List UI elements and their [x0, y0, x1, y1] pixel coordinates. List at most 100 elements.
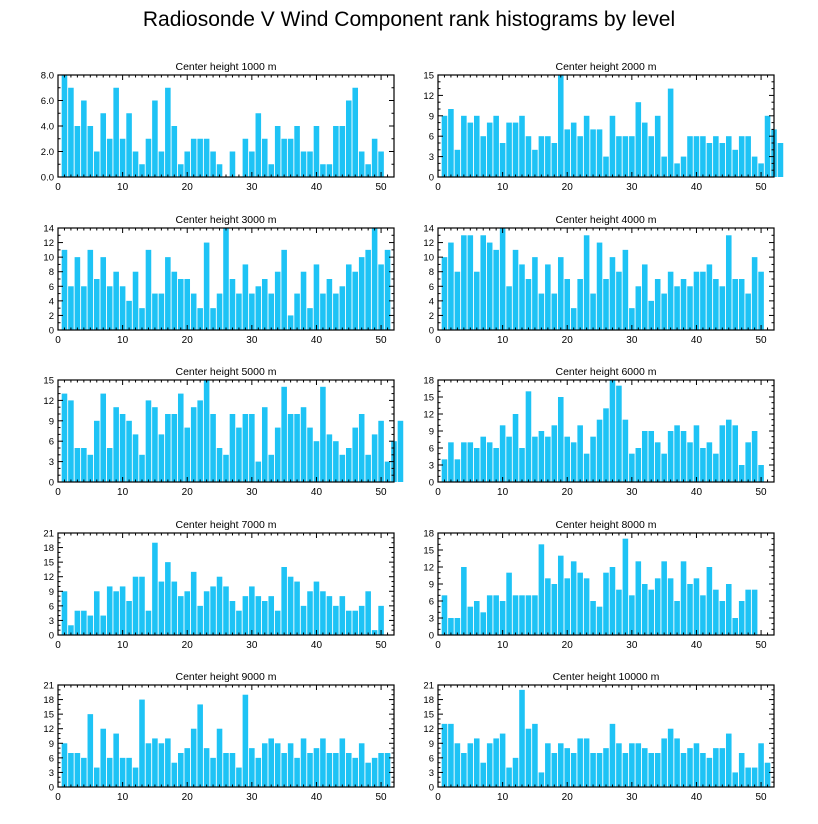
histogram-bar [732, 279, 739, 330]
histogram-bar [538, 293, 545, 330]
histogram-bar [87, 454, 94, 482]
histogram-bar [577, 572, 583, 635]
histogram-bar [152, 293, 158, 330]
panel-title: Center height 4000 m [556, 214, 657, 226]
histogram-bar [300, 605, 307, 635]
histogram-bar [577, 738, 583, 787]
histogram-bar [216, 448, 223, 482]
histogram-bar [87, 714, 94, 787]
histogram-bar [300, 151, 307, 177]
histogram-bar [499, 425, 506, 482]
histogram-bar [106, 138, 113, 177]
histogram-bar [255, 596, 262, 635]
y-tick-label: 6 [429, 753, 434, 764]
histogram-bar [557, 397, 564, 482]
x-tick-label: 50 [756, 182, 768, 193]
histogram-bar [249, 293, 255, 330]
y-tick-label: 3 [49, 616, 54, 627]
panel-9: Center height 9000 m 0 10 20 30 40 50 0 3 6 9 12 15 1… [43, 671, 395, 803]
x-tick-label: 20 [182, 182, 194, 193]
histogram-bar [365, 762, 371, 787]
histogram-bar [719, 601, 726, 635]
x-tick-label: 50 [756, 335, 768, 346]
histogram-bar [197, 400, 203, 482]
histogram-bar [693, 578, 700, 635]
histogram-bar [287, 414, 294, 482]
x-tick-label: 20 [562, 487, 574, 498]
histogram-bar [384, 249, 391, 330]
panel-6: Center height 6000 m 0 10 20 30 40 50 0 3 6 9 12 15 1… [423, 366, 775, 498]
panel-2: Center height 2000 m 0 10 20 30 40 50 0 3 6 9 12 15 [423, 61, 784, 193]
histogram-bar [590, 436, 596, 482]
histogram-bar [454, 149, 461, 177]
histogram-bar [93, 420, 100, 482]
y-tick-label: 9 [49, 739, 54, 750]
x-tick-label: 30 [626, 487, 638, 498]
histogram-bar [320, 164, 326, 177]
y-tick-label: 10 [423, 253, 434, 264]
histogram-bar [564, 436, 571, 482]
histogram-bar [210, 414, 216, 482]
y-tick-label: 12 [423, 238, 434, 249]
x-tick-label: 10 [497, 640, 509, 651]
histogram-bar [365, 249, 371, 330]
histogram-bar [764, 115, 771, 177]
histogram-bar [287, 315, 294, 330]
y-tick-label: 12 [43, 396, 54, 407]
histogram-bar [68, 625, 74, 635]
histogram-bar [751, 257, 758, 330]
x-tick-label: 40 [311, 335, 323, 346]
x-tick-label: 10 [497, 792, 509, 803]
histogram-bar [255, 286, 262, 330]
histogram-bar [738, 279, 745, 330]
histogram-bar [261, 407, 268, 482]
histogram-bar [719, 286, 726, 330]
histogram-bar [596, 129, 603, 177]
y-tick-label: 8 [429, 267, 434, 278]
histogram-bar [570, 122, 577, 177]
histogram-bar [506, 122, 512, 177]
histogram-bar [738, 753, 745, 787]
histogram-bar [467, 122, 474, 177]
histogram-bar [467, 606, 474, 635]
histogram-bar [732, 618, 739, 635]
histogram-bar [100, 257, 107, 330]
histogram-bar [751, 589, 758, 635]
histogram-bar [532, 436, 538, 482]
histogram-bar [622, 538, 629, 635]
histogram-bar [313, 264, 320, 330]
histogram-bar [236, 427, 242, 482]
histogram-bar [622, 419, 629, 482]
histogram-bar [525, 136, 532, 177]
histogram-bar [654, 279, 661, 330]
histogram-bar [654, 578, 661, 635]
y-tick-label: 9 [49, 587, 54, 598]
histogram-bar [184, 427, 191, 482]
histogram-bar [609, 380, 616, 482]
histogram-bar [158, 581, 165, 635]
histogram-bar [564, 578, 571, 635]
histogram-bar [473, 271, 480, 330]
histogram-bar [326, 434, 333, 482]
histogram-bar [713, 279, 719, 330]
histogram-bar [358, 605, 365, 635]
histogram-bar [732, 149, 739, 177]
histogram-bar [590, 601, 596, 635]
histogram-bar [274, 610, 281, 635]
histogram-bar [352, 87, 359, 177]
histogram-bar [570, 561, 577, 635]
y-tick-label: 3 [429, 461, 434, 472]
histogram-bar [713, 748, 719, 787]
histogram-bar [165, 87, 171, 177]
histogram-bar [339, 286, 346, 330]
histogram-bar [365, 454, 371, 482]
histogram-bar [261, 138, 268, 177]
histogram-bar [448, 723, 454, 787]
histogram-bar [557, 555, 564, 635]
histogram-bar [378, 605, 384, 635]
histogram-bar [713, 589, 719, 635]
y-tick-label: 6 [429, 444, 434, 455]
histogram-bar [687, 584, 693, 635]
histogram-bar [197, 138, 203, 177]
